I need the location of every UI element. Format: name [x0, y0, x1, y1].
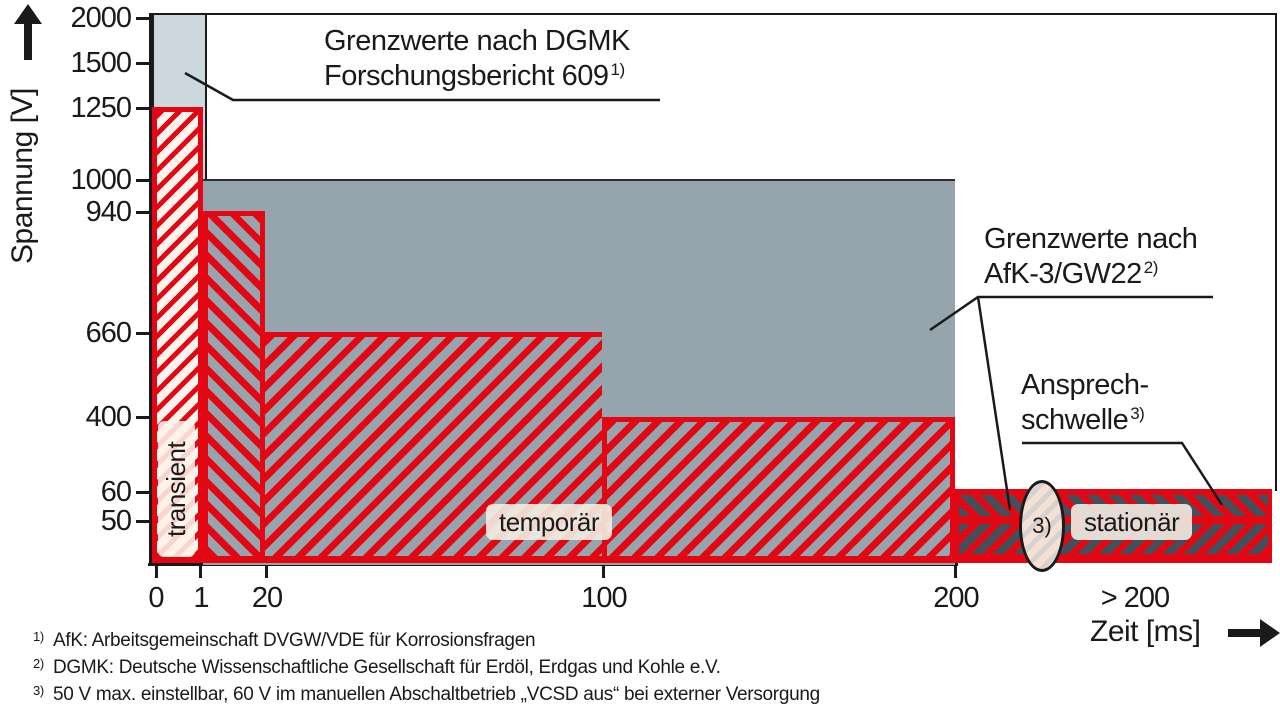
afk-leader-line-2: [976, 296, 1012, 511]
dgmk-annotation: Grenzwerte nach DGMK Forschungsbericht 6…: [324, 24, 630, 97]
y-axis-title: Spannung [V]: [6, 88, 39, 264]
y-tick-label: 60: [100, 476, 132, 508]
x-tick-200: [954, 566, 957, 578]
x-tick-0: [155, 566, 158, 578]
x-tick-label: 20: [251, 582, 283, 614]
ansprechschwelle-annotation: Ansprech- schwelle 3): [1021, 368, 1149, 441]
region-label-transient: transient: [158, 421, 195, 557]
footnote-2: 2) DGMK: Deutsche Wissenschaftliche Gesel…: [33, 656, 721, 679]
x-tick-100: [602, 566, 605, 578]
x-axis-arrow-icon: [1228, 629, 1262, 637]
footnote-2-marker: 2): [33, 656, 44, 671]
y-tick-400: [136, 416, 151, 419]
y-axis-arrowhead-icon: [14, 4, 42, 24]
footnote-3-marker: 3): [33, 683, 44, 698]
red-limit-area-940v: [203, 211, 265, 563]
y-tick-label: 400: [85, 401, 132, 433]
afk-leader-line: [929, 295, 1213, 332]
footnote-3-text: 50 V max. einstellbar, 60 V im manuellen…: [53, 684, 820, 705]
x-tick-label: 1: [193, 582, 209, 614]
x-tick-1: [199, 566, 202, 578]
dgmk-annotation-line1: Grenzwerte nach DGMK: [324, 25, 630, 57]
y-tick-label: 940: [85, 196, 132, 228]
region-label-stationaer: stationär: [1071, 504, 1193, 540]
frame-right-line: [1275, 13, 1277, 491]
x-axis-arrowhead-icon: [1260, 619, 1280, 647]
y-tick-1500: [136, 62, 151, 65]
afk-footnote-ref: 2): [1143, 258, 1159, 277]
ansprechschwelle-line2: schwelle: [1021, 404, 1129, 436]
y-tick-60: [136, 491, 151, 494]
y-tick-1000: [136, 179, 151, 182]
afk-annotation-line2: AfK-3/GW22: [984, 258, 1142, 290]
x-tick-label: > 200: [1100, 582, 1170, 614]
x-tick-label: 200: [933, 582, 979, 614]
y-tick-label: 50: [100, 505, 132, 537]
x-tick-label: 0: [148, 582, 164, 614]
y-tick-50: [136, 520, 151, 523]
y-tick-label: 1000: [70, 164, 132, 196]
y-tick-label: 2000: [70, 2, 132, 34]
red-limit-area-400v: [602, 417, 955, 563]
red-limit-area-660v: [265, 332, 602, 563]
footnote-1-marker: 1): [33, 629, 44, 644]
footnote-1: 1) AfK: Arbeitsgemeinschaft DVGW/VDE für …: [33, 629, 536, 652]
y-tick-2000: [136, 17, 151, 20]
region-label-temporaer: temporär: [486, 504, 613, 540]
y-tick-660: [136, 332, 151, 335]
footnote-1-text: AfK: Arbeitsgemeinschaft DVGW/VDE für Ko…: [53, 630, 536, 651]
y-tick-label: 1250: [70, 92, 132, 124]
footnote-3-oval-marker: 3): [1019, 480, 1065, 572]
x-axis-title: Zeit [ms]: [1090, 615, 1201, 648]
x-tick-label: 100: [581, 582, 627, 614]
y-axis-line: [149, 13, 152, 566]
afk-annotation-line1: Grenzwerte nach: [984, 223, 1198, 255]
y-axis-arrow-icon: [24, 20, 32, 60]
ansprechschwelle-footnote-ref: 3): [1130, 404, 1145, 423]
dgmk-annotation-line2: Forschungsbericht 609: [324, 60, 609, 92]
y-tick-label: 660: [85, 317, 132, 349]
dgmk-footnote-ref: 1): [610, 60, 626, 79]
afk-annotation: Grenzwerte nach AfK-3/GW22 2): [984, 222, 1198, 295]
ansprechschwelle-line1: Ansprech-: [1021, 369, 1149, 401]
frame-top-line: [150, 13, 1277, 15]
y-tick-940: [136, 211, 151, 214]
footnote-3: 3) 50 V max. einstellbar, 60 V im manuell…: [33, 683, 820, 706]
y-tick-label: 1500: [70, 47, 132, 79]
y-tick-1250: [136, 107, 151, 110]
x-tick-20: [265, 566, 268, 578]
footnote-2-text: DGMK: Deutsche Wissenschaftliche Gesells…: [53, 657, 721, 678]
